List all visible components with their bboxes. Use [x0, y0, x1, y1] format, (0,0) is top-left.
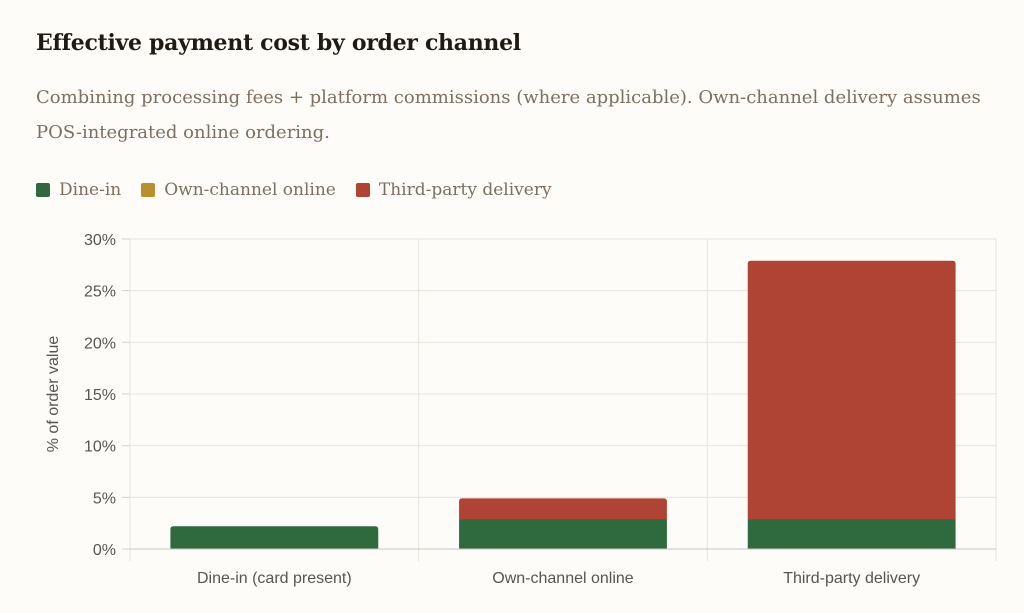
bar-dine-in-card-present-0[interactable] — [170, 526, 379, 549]
legend-label-third-party-delivery: Third-party delivery — [378, 180, 552, 200]
bar-third-party-delivery-1[interactable] — [747, 260, 956, 520]
x-tick-label: Own-channel online — [492, 570, 634, 587]
chart-title: Effective payment cost by order channel — [36, 30, 521, 56]
legend-swatch-own-channel-online — [141, 183, 156, 197]
legend-label-dine-in: Dine-in — [59, 180, 122, 200]
y-tick-label: 10% — [84, 439, 116, 456]
x-tick-label: Dine-in (card present) — [197, 570, 352, 587]
y-tick-label: 30% — [84, 232, 116, 249]
bars — [170, 260, 956, 549]
legend-item-dine-in[interactable]: Dine-in — [36, 180, 121, 200]
x-tick-label: Third-party delivery — [783, 570, 920, 587]
y-axis-title: % of order value — [45, 336, 62, 453]
bar-third-party-delivery-0[interactable] — [747, 519, 956, 549]
y-tick-label: 25% — [84, 284, 116, 301]
legend-item-own-channel-online[interactable]: Own-channel online — [141, 180, 336, 200]
y-tick-label: 15% — [84, 387, 116, 404]
chart-subtitle: Combining processing fees + platform com… — [36, 87, 981, 143]
legend-swatch-third-party-delivery — [355, 183, 370, 197]
axes: 0% 5% 10% 15% 20% 25% 30% Dine-in (card present… — [84, 232, 996, 587]
y-tick-label: 5% — [93, 490, 116, 507]
bar-own-channel-online-1[interactable] — [459, 498, 667, 520]
legend-label-own-channel-online: Own-channel online — [164, 180, 336, 200]
y-tick-label: 0% — [93, 542, 116, 559]
y-tick-label: 20% — [84, 335, 116, 352]
bar-own-channel-online-0[interactable] — [459, 519, 667, 549]
legend: Dine-in Own-channel online Third-party d… — [36, 180, 552, 200]
legend-item-third-party-delivery[interactable]: Third-party delivery — [355, 180, 552, 200]
legend-swatch-dine-in — [36, 183, 50, 197]
